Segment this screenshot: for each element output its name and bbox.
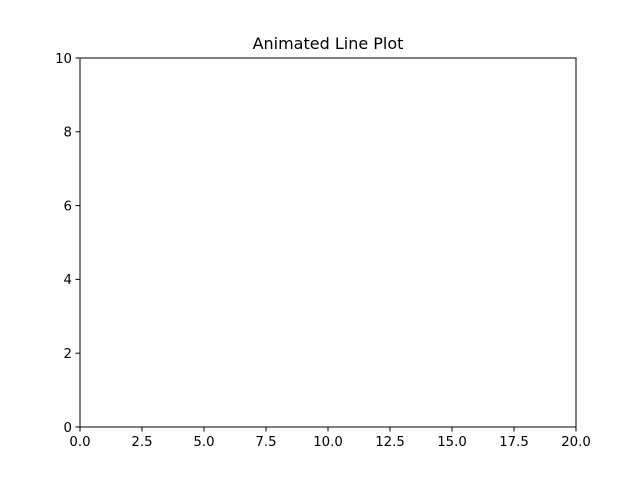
- x-tick-label: 5.0: [193, 435, 214, 450]
- plot-area: 0.0 2.5 5.0 7.5 10.0 12.5 15.0 17.5 20.0 0 2 4 6 8 10: [55, 52, 591, 450]
- x-tick-label: 7.5: [255, 435, 276, 450]
- y-axis: 0 2 4 6 8 10: [55, 52, 80, 436]
- chart-title: Animated Line Plot: [253, 34, 404, 53]
- y-tick-label: 8: [64, 126, 72, 141]
- x-tick-label: 20.0: [561, 435, 591, 450]
- y-tick-label: 2: [64, 347, 72, 362]
- x-tick-label: 2.5: [131, 435, 152, 450]
- x-tick-label: 12.5: [375, 435, 405, 450]
- y-tick-label: 4: [64, 273, 72, 288]
- x-axis: 0.0 2.5 5.0 7.5 10.0 12.5 15.0 17.5 20.0: [69, 427, 591, 450]
- y-tick-label: 0: [64, 421, 72, 436]
- x-tick-label: 17.5: [499, 435, 529, 450]
- y-tick-label: 6: [64, 199, 72, 214]
- x-tick-label: 0.0: [69, 435, 90, 450]
- y-tick-label: 10: [55, 52, 72, 67]
- x-tick-label: 10.0: [313, 435, 343, 450]
- x-tick-label: 15.0: [437, 435, 467, 450]
